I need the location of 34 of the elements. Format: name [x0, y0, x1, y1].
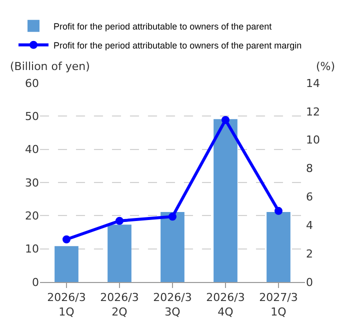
bar	[108, 224, 132, 282]
y2-tick-label: 14	[306, 76, 320, 90]
x-tick-label: 2026/3 1Q	[47, 291, 86, 318]
y2-tick-label: 0	[306, 276, 313, 289]
x-tick-label: 2026/3 4Q	[206, 291, 245, 318]
x-tick-label: 2026/3 3Q	[153, 291, 192, 318]
y2-tick-label: 6	[306, 190, 313, 204]
point	[222, 116, 230, 124]
y-axis-title: (Billion of yen)	[10, 60, 90, 73]
bar	[214, 119, 238, 282]
point	[168, 212, 176, 221]
y2-axis-title: (%)	[316, 60, 336, 73]
y-tick-label: 0	[32, 276, 39, 289]
bar	[54, 246, 78, 282]
y2-tick-label: 10	[306, 134, 320, 147]
y-tick-label: 40	[25, 143, 39, 156]
y2-tick-label: 4	[306, 218, 313, 232]
legend-label: Profit for the period attributable to owners of the parent	[54, 21, 272, 32]
legend-label: Profit for the period attributable to owners of the parent margin	[54, 40, 302, 50]
y-tick-label: 50	[25, 110, 39, 124]
bar	[266, 212, 290, 282]
point	[62, 235, 70, 244]
y-tick-label: 20	[25, 210, 39, 223]
x-tick-label: 2026/3 2Q	[100, 291, 139, 318]
y-tick-label: 30	[25, 176, 39, 190]
point	[274, 206, 282, 215]
y2-tick-label: 8	[306, 162, 313, 176]
y-tick-label: 10	[25, 242, 39, 256]
x-tick-label: 2027/3 1Q	[259, 291, 298, 318]
y-tick-label: 60	[25, 76, 39, 90]
point	[116, 216, 124, 225]
y2-tick-label: 2	[306, 247, 313, 260]
bar	[160, 212, 184, 282]
y2-tick-label: 12	[306, 105, 320, 118]
